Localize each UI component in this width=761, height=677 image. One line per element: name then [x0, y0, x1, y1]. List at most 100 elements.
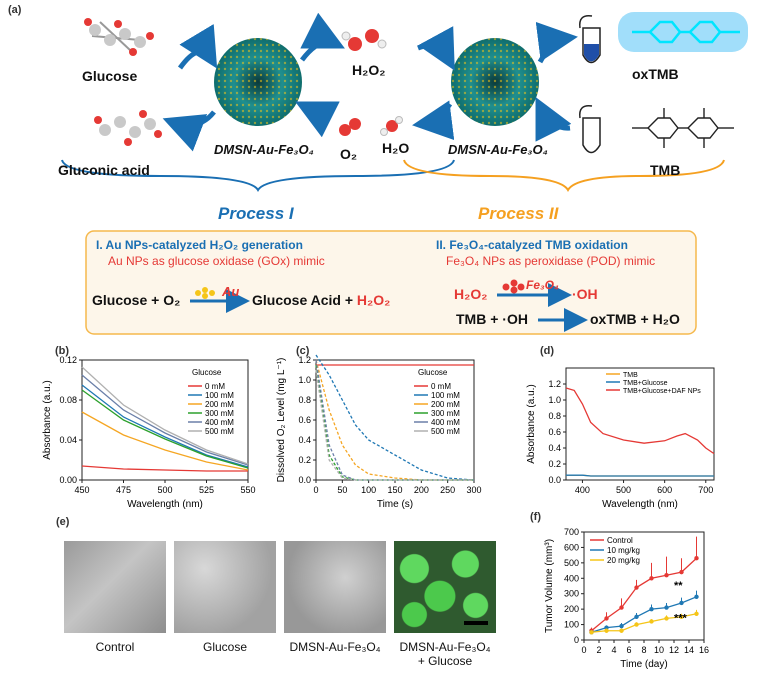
- x-axis-label: Wavelength (nm): [602, 499, 678, 510]
- caption-control: Control: [95, 640, 135, 654]
- process-1-label: Process I: [218, 204, 294, 223]
- data-point: [634, 585, 639, 590]
- legend-label: Control: [607, 536, 633, 545]
- micrograph-control: [64, 541, 166, 633]
- legend-label: 20 mg/kg: [607, 556, 640, 565]
- legend-label: 300 mM: [205, 409, 234, 418]
- arrow-tmb-to-sphere2: [535, 97, 572, 142]
- x-tick-label: 0: [313, 485, 318, 495]
- y-tick-label: 0.2: [298, 455, 311, 465]
- arrow-sphere2-to-oxtmb: [535, 21, 578, 64]
- y-tick-label: 100: [564, 620, 579, 630]
- y-axis-label: Absorbance (a.u.): [526, 384, 537, 464]
- box-left-equation-rhs: Glucose Acid + H₂O₂: [252, 292, 390, 308]
- box-right-title: II. Fe₃O₄-catalyzed TMB oxidation: [436, 238, 628, 252]
- y-axis-label: Absorbance (a.u.): [42, 380, 53, 460]
- legend-label: 200 mM: [205, 400, 234, 409]
- micrograph-dmsn-glucose: [394, 541, 496, 633]
- panel-a-label: (a): [8, 4, 22, 16]
- y-tick-label: 0.0: [298, 475, 311, 485]
- process-2-brace: [403, 159, 725, 193]
- panel-a-scheme: [61, 12, 748, 335]
- caption-dmsn-glucose: DMSN-Au-Fe₃O₄ + Glucose: [390, 640, 500, 668]
- legend-label: 10 mg/kg: [607, 546, 640, 555]
- x-tick-label: 10: [654, 645, 664, 655]
- x-tick-label: 150: [387, 485, 402, 495]
- x-tick-label: 250: [440, 485, 455, 495]
- x-tick-label: 0: [581, 645, 586, 655]
- x-axis-label: Time (s): [377, 499, 413, 510]
- y-axis-label: Tumor Volume (mm³): [544, 539, 555, 633]
- charts-layer: (b)450 475 500 525 5500.000.040.080.12Wavele…: [42, 345, 715, 670]
- panel-label: (c): [296, 345, 310, 357]
- x-tick-label: 525: [199, 485, 214, 495]
- box-left-title: I. Au NPs-catalyzed H₂O₂ generation: [96, 238, 303, 252]
- arrow-glucose-to-sphere: [177, 23, 218, 70]
- y-tick-label: 0.8: [298, 395, 311, 405]
- au-nanoparticles-icon: [195, 287, 215, 299]
- y-tick-label: 500: [564, 558, 579, 568]
- y-tick-label: 0.08: [59, 395, 77, 405]
- legend-label: 100 mM: [205, 391, 234, 400]
- x-tick-label: 2: [596, 645, 601, 655]
- y-axis-label: Dissolved O₂ Level (mg L⁻¹): [276, 358, 287, 483]
- chart-f: (f)0 2 4 6 8 10 12 14 160100200300400500600700Ti…: [530, 511, 709, 670]
- series-line: [81, 389, 249, 469]
- caption-glucose: Glucose: [202, 640, 248, 654]
- series-line: [591, 596, 697, 633]
- y-tick-label: 0.00: [59, 475, 77, 485]
- series-line: [566, 474, 714, 477]
- h2o2-label: H₂O₂: [352, 62, 386, 78]
- o2-label: O₂: [340, 146, 358, 162]
- series-line: [81, 384, 249, 468]
- box-right-eq2-lhs: TMB + ·OH: [456, 311, 528, 327]
- fe3o4-nanoparticles-icon: [502, 279, 525, 294]
- y-tick-label: 600: [564, 542, 579, 552]
- box-left-rhs-part1: Glucose Acid +: [252, 292, 357, 308]
- y-tick-label: 0.0: [548, 475, 561, 485]
- plot-frame: [565, 367, 715, 481]
- x-tick-label: 14: [684, 645, 694, 655]
- tmb-structure-icon: [632, 108, 734, 148]
- box-left-rhs-h2o2: H₂O₂: [356, 292, 391, 308]
- process-1-brace: [61, 159, 455, 193]
- box-right-eq2-rhs: oxTMB + H₂O: [590, 311, 680, 327]
- y-tick-label: 200: [564, 604, 579, 614]
- legend-label: 500 mM: [205, 427, 234, 436]
- series-line: [81, 374, 249, 466]
- legend-label: 400 mM: [205, 418, 234, 427]
- series-line: [81, 465, 248, 472]
- oxtmb-structure-icon: [618, 12, 748, 52]
- x-tick-label: 12: [669, 645, 679, 655]
- o2-molecule-icon: [339, 118, 361, 136]
- legend-label: 0 mM: [205, 382, 225, 391]
- y-tick-label: 0.6: [298, 415, 311, 425]
- y-tick-label: 0.4: [298, 435, 311, 445]
- panel-e-label: (e): [56, 516, 70, 528]
- series-line: [565, 387, 715, 455]
- legend-label: 500 mM: [431, 427, 460, 436]
- dmsn-au-fe3o4-sphere-1: [214, 38, 302, 126]
- series-line: [315, 359, 474, 481]
- box-left-subtitle: Au NPs as glucose oxidase (GOx) mimic: [108, 254, 325, 268]
- x-tick-label: 550: [240, 485, 255, 495]
- series-line: [591, 557, 697, 632]
- box-left-equation-lhs: Glucose + O₂: [92, 292, 181, 308]
- y-tick-label: 300: [564, 589, 579, 599]
- glucose-molecule-icon: [84, 18, 154, 56]
- legend-label: TMB+Glucose+DAF NPs: [623, 388, 701, 395]
- box-right-eq1-rhs: ·OH: [572, 286, 598, 302]
- micrograph-glucose: [174, 541, 276, 633]
- chart-c: (c) 0 50 100 150 200 250 300 0.0 0.2 0.4 0.6 0.8 1.0 1…: [276, 345, 482, 510]
- arrow-sphere-to-gluconic: [162, 110, 216, 152]
- x-tick-label: 450: [74, 485, 89, 495]
- x-tick-label: 300: [466, 485, 481, 495]
- catalyst-2-label: DMSN-Au-Fe₃O₄: [448, 142, 548, 157]
- legend-label: 400 mM: [431, 418, 460, 427]
- data-point: [664, 573, 669, 578]
- caption-dmsn-glucose-line1: DMSN-Au-Fe₃O₄: [399, 640, 491, 654]
- h2o-label: H₂O: [382, 140, 410, 156]
- legend-label: 0 mM: [431, 382, 451, 391]
- x-tick-label: 600: [657, 485, 672, 495]
- chart-b: (b) 450 475 500 525 550 0.00 0.04 0.08 0.12 Wavele…: [42, 345, 256, 510]
